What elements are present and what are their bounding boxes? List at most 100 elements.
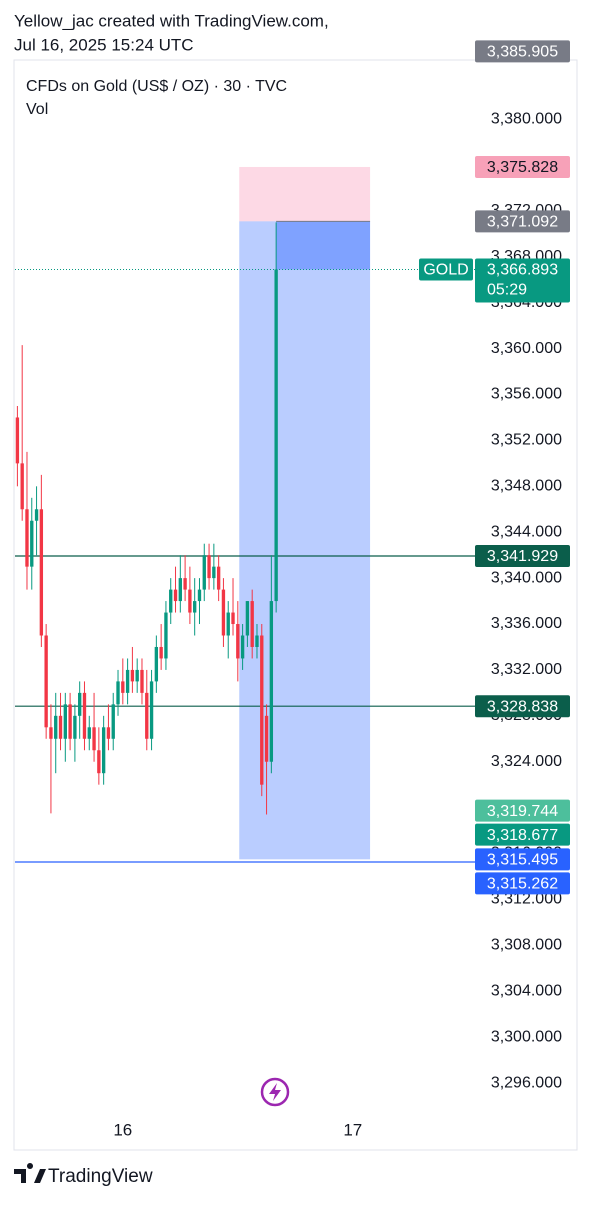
- candle-body: [260, 635, 264, 785]
- lightning-icon[interactable]: [260, 1077, 290, 1107]
- candle-body: [44, 635, 48, 728]
- candle-body: [78, 692, 82, 716]
- stop-zone: [239, 166, 371, 222]
- candle-body: [68, 704, 72, 739]
- candle-body: [15, 417, 20, 464]
- y-tick-label: 3,336.000: [491, 615, 562, 632]
- candle-body: [111, 704, 115, 739]
- candle-body: [125, 669, 130, 693]
- last-price-label: GOLD 3,366.893 05:29: [419, 258, 570, 303]
- date: Jul 16, 2025 15:24 UTC: [14, 35, 194, 54]
- candle-body: [25, 509, 29, 567]
- price-label-text: 3,315.495: [487, 852, 558, 869]
- candle-body: [236, 624, 240, 659]
- candle-body: [274, 269, 278, 602]
- price-label-text: 3,319.744: [487, 803, 558, 820]
- icon-bolt: [269, 1083, 281, 1101]
- price-label-text: 3,385.905: [487, 44, 558, 61]
- author-line: Yellow_jac created with TradingView.com,: [14, 11, 329, 30]
- y-tick-label: 3,360.000: [491, 340, 562, 357]
- candle-body: [92, 727, 96, 751]
- price-label-text: 3,328.838: [487, 698, 558, 715]
- price-label-box: [475, 695, 570, 718]
- candle-body: [154, 646, 159, 682]
- price-label-box: [475, 40, 570, 63]
- last-price: 3,366.893: [487, 262, 558, 279]
- x-tick-label: 17: [343, 1120, 362, 1139]
- price-label-text: 3,371.092: [487, 214, 558, 231]
- symbol-box: [419, 258, 473, 281]
- price-label-box: [475, 210, 570, 233]
- y-tick-label: 3,356.000: [491, 386, 562, 403]
- candle-body: [145, 692, 149, 739]
- candle-body: [226, 612, 230, 636]
- candle-body: [82, 692, 87, 739]
- candle-body: [255, 635, 259, 647]
- y-tick-label: 3,296.000: [491, 1074, 562, 1091]
- candle-body: [87, 727, 91, 739]
- y-tick-label: 3,308.000: [491, 937, 562, 954]
- price-label: 3,341.929: [475, 544, 570, 567]
- y-tick-label: 3,344.000: [491, 523, 562, 540]
- candle-body: [250, 601, 254, 647]
- price-label: 3,315.495: [475, 848, 570, 871]
- target-zone: [239, 221, 371, 860]
- candle-body: [173, 589, 178, 602]
- candle-body: [178, 578, 182, 602]
- candle-body: [221, 589, 226, 636]
- brand-logo: [14, 1163, 46, 1183]
- candle-body: [164, 612, 168, 659]
- candle-body: [54, 715, 58, 739]
- candle-body: [101, 727, 106, 774]
- brand: TradingView: [48, 1166, 153, 1187]
- y-tick-label: 3,332.000: [491, 661, 562, 678]
- y-tick-label: 3,348.000: [491, 478, 562, 495]
- candle-body: [106, 727, 111, 739]
- logo-mark: [14, 1163, 46, 1183]
- y-tick-label: 3,304.000: [491, 982, 562, 999]
- candle-body: [34, 509, 39, 521]
- candle-body: [20, 463, 24, 510]
- candle-body: [140, 669, 144, 693]
- price-label-text: 3,341.929: [487, 548, 558, 565]
- candle-body: [212, 566, 216, 579]
- price-label-box: [475, 848, 570, 871]
- candle-body: [207, 555, 211, 579]
- candle-body: [149, 681, 154, 739]
- candle-body: [245, 601, 250, 636]
- price-label-text: 3,318.677: [487, 827, 558, 844]
- price-label-text: 3,315.262: [487, 876, 558, 893]
- price-label: 3,319.744: [475, 799, 570, 822]
- candle-body: [135, 669, 139, 682]
- price-label-box: [475, 544, 570, 567]
- candle-body: [197, 589, 202, 602]
- price-label-box: [475, 799, 570, 822]
- y-tick-label: 3,324.000: [491, 753, 562, 770]
- price-label: 3,371.092: [475, 210, 570, 233]
- candle-body: [49, 727, 53, 739]
- candle-body: [97, 750, 101, 774]
- y-tick-label: 3,340.000: [491, 569, 562, 586]
- candle-body: [58, 715, 63, 739]
- price-label: 3,375.828: [475, 155, 570, 178]
- y-tick-label: 3,300.000: [491, 1028, 562, 1045]
- last-price-box: [475, 258, 570, 303]
- chart-subtitle: Vol: [26, 101, 48, 118]
- plot: 3,296.000 3,300.000 3,304.000 3,308.000 3,31…: [15, 40, 570, 1139]
- price-label: 3,318.677: [475, 823, 570, 846]
- open-profit-zone: [276, 221, 371, 270]
- candle-body: [183, 578, 187, 590]
- chart-frame: [13, 59, 578, 1151]
- candle-body: [121, 681, 125, 693]
- candle-body: [264, 715, 269, 762]
- price-label-box: [475, 823, 570, 846]
- price-label-box: [475, 155, 570, 178]
- y-tick-label: 3,380.000: [491, 110, 562, 127]
- candle-body: [202, 555, 206, 590]
- y-tick-label: 3,312.000: [491, 891, 562, 908]
- price-label: 3,328.838: [475, 695, 570, 718]
- candle-body: [231, 612, 235, 625]
- candle-body: [73, 715, 77, 739]
